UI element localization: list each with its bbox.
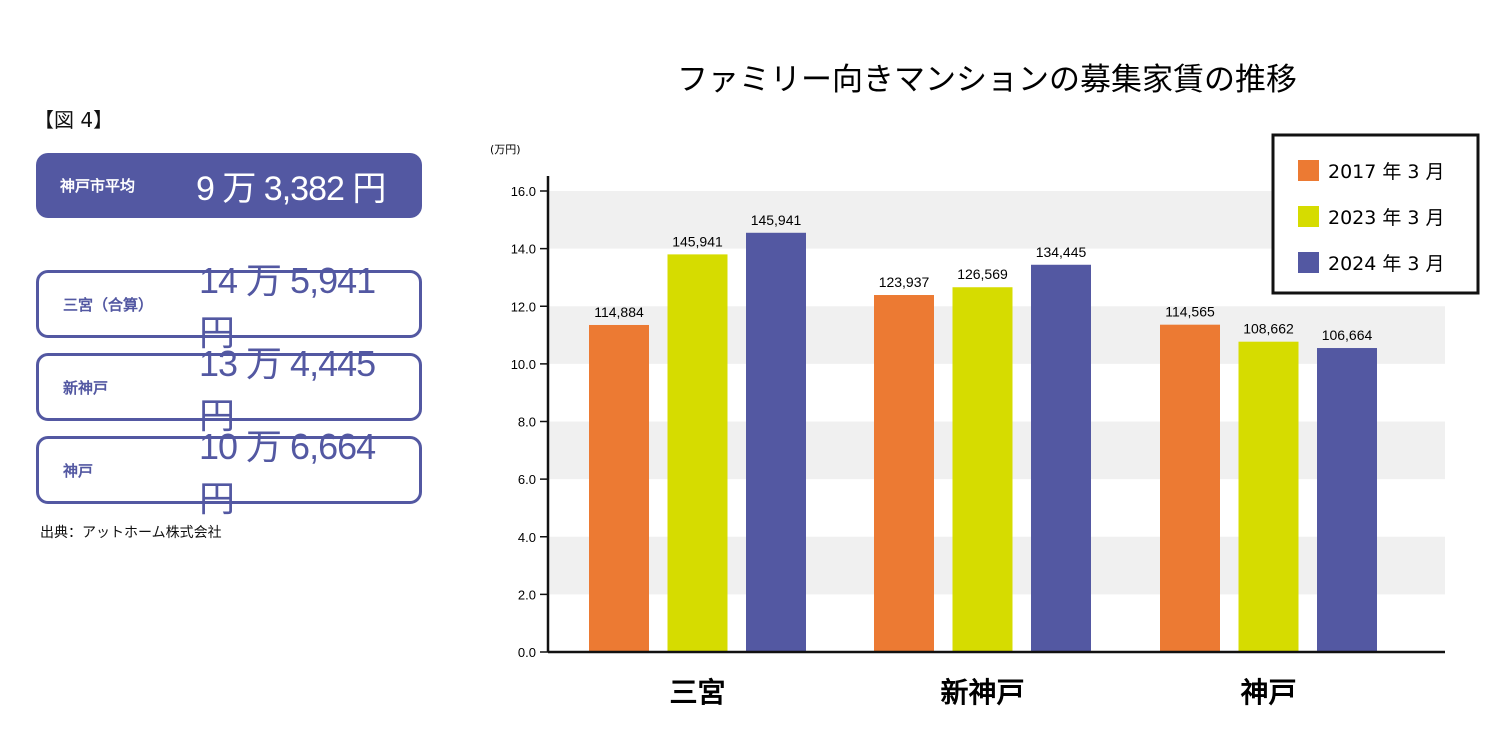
data-label: 108,662 (1243, 321, 1294, 337)
region-label: 新神戸 (63, 378, 109, 397)
data-label: 114,884 (594, 304, 644, 320)
data-label: 145,941 (751, 212, 802, 228)
chart-title: ファミリー向きマンションの募集家賃の推移 (677, 62, 1297, 98)
y-tick-label: 12.0 (511, 299, 536, 314)
x-tick-label: 神戸 (1240, 676, 1296, 709)
bar (874, 295, 934, 652)
region-card: 神戸 10 万 6,664 円 (36, 426, 422, 519)
legend-swatch (1298, 206, 1319, 227)
y-axis-label: (万円) (490, 143, 521, 156)
data-label: 145,941 (672, 233, 723, 249)
data-label: 134,445 (1036, 244, 1087, 260)
region-label: 三宮（合算） (63, 295, 154, 314)
figure-label: 【図 4】 (34, 108, 114, 132)
y-tick-label: 4.0 (518, 530, 536, 545)
bar (746, 232, 806, 652)
legend-label: 2017 年 3 月 (1328, 161, 1445, 183)
region-card: 新神戸 13 万 4,445 円 (36, 343, 422, 436)
legend-label: 2023 年 3 月 (1328, 207, 1445, 229)
region-value: 10 万 6,664 円 (199, 426, 376, 519)
data-label: 114,565 (1165, 304, 1215, 320)
bar (1317, 348, 1377, 652)
data-label: 123,937 (879, 274, 930, 290)
y-tick-label: 2.0 (518, 587, 536, 602)
y-tick-label: 16.0 (511, 184, 536, 199)
average-card: 神戸市平均 9 万 3,382 円 (36, 153, 422, 218)
region-label: 神戸 (63, 461, 94, 480)
average-label: 神戸市平均 (60, 177, 136, 195)
legend-swatch (1298, 252, 1319, 273)
data-label: 126,569 (957, 266, 1008, 282)
bar (1031, 264, 1091, 652)
source-note: 出典：アットホーム株式会社 (40, 525, 222, 541)
y-tick-label: 10.0 (511, 357, 536, 372)
bar (589, 324, 649, 652)
bar (667, 254, 728, 652)
legend-label: 2024 年 3 月 (1328, 253, 1445, 275)
x-tick-label: 新神戸 (940, 676, 1024, 709)
region-value: 13 万 4,445 円 (199, 343, 376, 436)
bar (1238, 341, 1299, 652)
y-tick-label: 8.0 (518, 415, 536, 430)
data-label: 106,664 (1322, 327, 1373, 343)
average-value: 9 万 3,382 円 (196, 170, 386, 208)
legend-swatch (1298, 160, 1319, 181)
bar (1160, 324, 1220, 652)
x-tick-label: 三宮 (669, 676, 725, 709)
region-value: 14 万 5,941 円 (199, 260, 376, 353)
y-tick-label: 6.0 (518, 472, 536, 487)
y-tick-label: 0.0 (518, 645, 536, 660)
bar (952, 287, 1013, 652)
y-tick-label: 14.0 (511, 242, 536, 257)
region-card: 三宮（合算） 14 万 5,941 円 (36, 260, 422, 353)
